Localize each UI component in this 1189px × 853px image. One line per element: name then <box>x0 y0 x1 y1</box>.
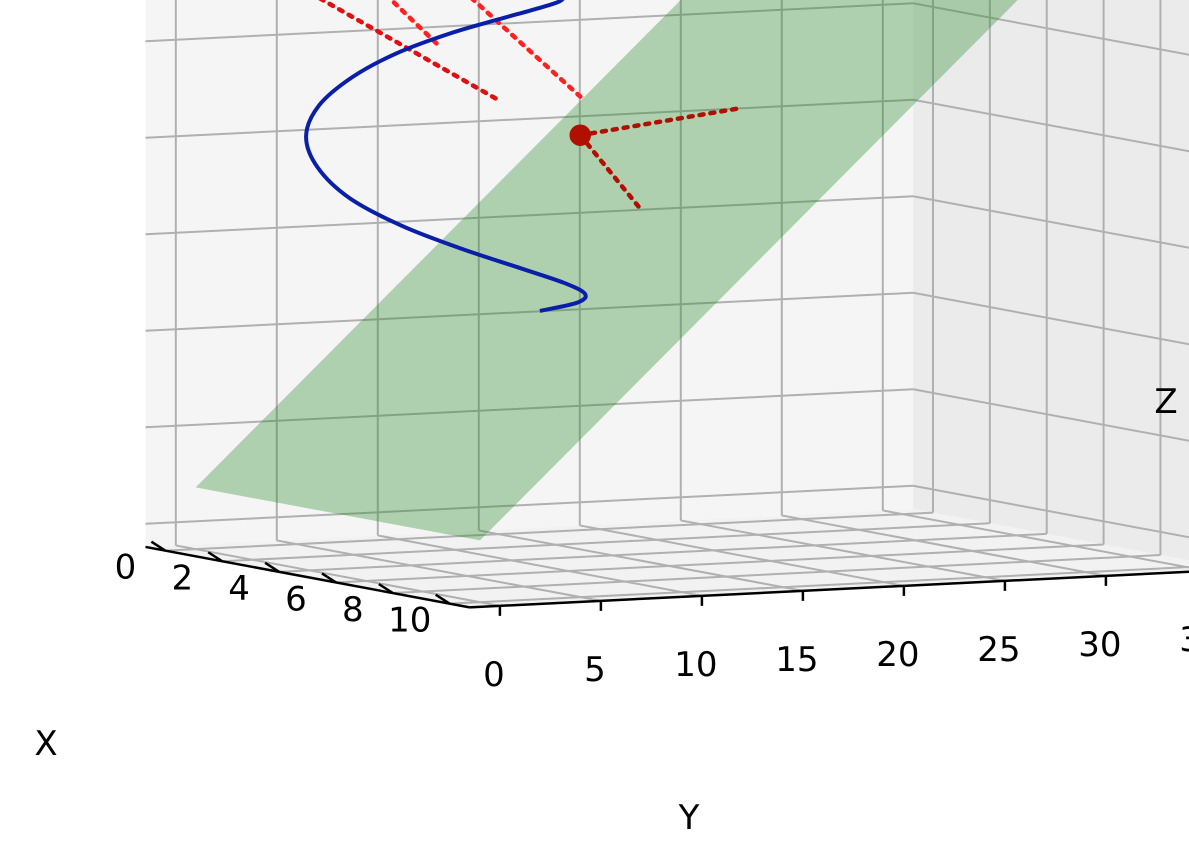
y-tick-label: 0 <box>483 655 505 695</box>
y-tick-label: 20 <box>876 635 919 675</box>
helix-layer <box>304 0 588 313</box>
floor-grid-line <box>680 519 1006 582</box>
x-tick <box>264 561 280 573</box>
y-tick-label: 30 <box>1078 625 1121 665</box>
x-tick <box>150 540 167 552</box>
x-tick-label: 10 <box>388 601 431 641</box>
grid-lines <box>145 0 1189 607</box>
floor-grid-line <box>579 524 905 587</box>
y-tick-label: 15 <box>775 640 818 680</box>
plane-surface <box>195 0 1018 541</box>
floor-pane <box>145 508 1189 608</box>
y-tick-label: 10 <box>674 645 717 685</box>
floor-grid-line <box>222 522 990 563</box>
floor-grid-line <box>478 529 804 592</box>
floor-grid-line <box>392 554 1161 595</box>
side-grid-line <box>912 291 1189 346</box>
tick-labels-layer: 02468100510152025303505101520253035 <box>115 548 1189 695</box>
back-grid-line <box>145 291 914 332</box>
side-grid-line <box>912 195 1189 249</box>
back-grid-line <box>145 2 914 43</box>
x-tick-label: 6 <box>285 579 307 619</box>
floor-grid-line <box>335 543 1104 584</box>
x-tick-label: 8 <box>342 590 364 630</box>
floor-grid-line <box>781 514 1107 577</box>
dotted-line <box>318 0 502 103</box>
data-point <box>569 124 591 146</box>
plane-layer <box>195 0 1018 541</box>
x-tick-label: 2 <box>171 558 193 598</box>
axes-panes <box>145 0 1189 608</box>
side-grid-line <box>912 2 1189 56</box>
x-axis-line <box>145 545 470 609</box>
floor-grid-line <box>276 539 602 602</box>
y-tick-label: 25 <box>977 630 1020 670</box>
y-axis-line <box>469 570 1189 609</box>
y-tick-label: 35 <box>1179 620 1189 660</box>
axis-lines <box>145 545 1189 609</box>
side-wall-pane <box>913 0 1189 561</box>
back-grid-line <box>145 484 914 525</box>
back-wall-pane <box>145 0 914 547</box>
back-grid-line <box>145 388 914 429</box>
dotted-line <box>578 132 644 212</box>
floor-grid-line <box>449 566 1189 605</box>
x-tick <box>321 572 337 584</box>
back-grid-line <box>145 98 914 139</box>
dotted-lines-layer <box>318 0 745 212</box>
points-layer <box>569 124 591 146</box>
x-tick <box>207 551 223 563</box>
y-axis-label: Y <box>678 798 700 838</box>
dotted-line <box>388 0 442 48</box>
side-grid-line <box>912 484 1189 539</box>
x-axis-label: X <box>34 724 57 764</box>
dotted-line <box>578 105 745 138</box>
side-grid-line <box>912 98 1189 153</box>
side-grid-line <box>912 388 1189 442</box>
floor-grid-line <box>165 511 934 552</box>
x-tick <box>435 593 451 605</box>
back-grid-line <box>145 195 914 236</box>
dotted-line <box>470 0 583 99</box>
floor-grid-line <box>175 544 501 607</box>
axis-ticks <box>150 540 1108 616</box>
floor-grid-line <box>279 532 1047 573</box>
floor-grid-line <box>377 534 703 597</box>
helix-curve <box>304 0 588 313</box>
z-axis-label: Z <box>1154 382 1177 422</box>
x-tick-label: 4 <box>228 569 250 609</box>
y-tick-label: 5 <box>584 650 606 690</box>
x-tick-label: 0 <box>115 548 137 588</box>
floor-grid-line <box>882 509 1189 569</box>
x-tick <box>378 583 394 595</box>
